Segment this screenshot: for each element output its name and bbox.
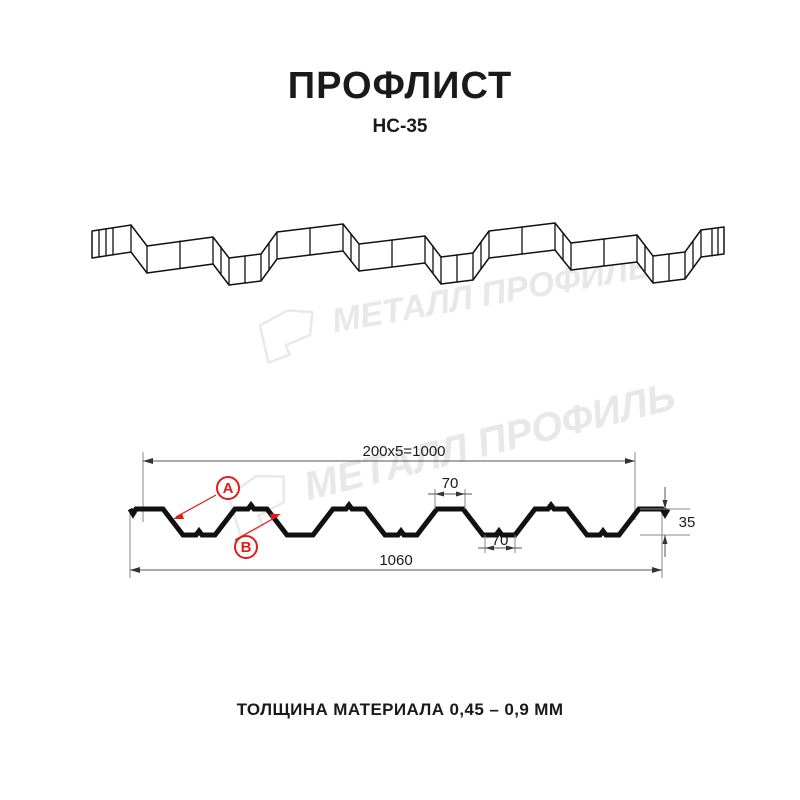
dimension-valley-width-label: 70 xyxy=(492,532,509,549)
dimension-overall-span: 200x5=1000 xyxy=(143,443,635,464)
callout-a-arrow xyxy=(173,513,184,519)
callout-a-leader xyxy=(175,494,217,518)
model-subtitle: НС-35 xyxy=(372,116,428,137)
metall-profil-logo-icon xyxy=(258,309,314,364)
dimension-overall-span-label: 200x5=1000 xyxy=(363,443,446,460)
dimension-crest-width: 70 xyxy=(428,475,472,509)
profile-section-path xyxy=(127,500,671,538)
fold-lines xyxy=(98,222,719,286)
callout-a-circle xyxy=(216,476,240,500)
dimension-total-width: 1060 xyxy=(130,552,662,573)
dimension-height: 35 xyxy=(640,487,695,557)
page-title: ПРОФЛИСТ xyxy=(287,65,513,107)
callout-a[interactable]: A xyxy=(173,476,240,519)
cross-section-view: 200x5=1000 70 70 35 xyxy=(127,443,695,578)
footer-block: ТОЛЩИНА МАТЕРИАЛА 0,45 – 0,9 ММ xyxy=(0,700,800,720)
isometric-profile-view xyxy=(91,222,725,286)
watermark-label-2: МЕТАЛЛ ПРОФИЛЬ xyxy=(300,374,680,509)
callout-b-label: B xyxy=(241,539,252,556)
dimension-total-width-label: 1060 xyxy=(379,552,412,569)
dimension-crest-width-label: 70 xyxy=(442,475,459,492)
callout-b-arrow xyxy=(270,514,281,520)
corrugation-outline xyxy=(91,222,725,286)
title-block: ПРОФЛИСТ НС-35 xyxy=(0,64,800,140)
callout-a-label: A xyxy=(223,480,234,497)
callout-b-circle xyxy=(234,535,258,559)
material-thickness-note: ТОЛЩИНА МАТЕРИАЛА 0,45 – 0,9 ММ xyxy=(236,700,564,719)
dimension-valley-width: 70 xyxy=(478,532,522,553)
watermark-section: МЕТАЛЛ ПРОФИЛЬ xyxy=(227,374,680,538)
extension-lines-total xyxy=(129,510,663,578)
callout-b[interactable]: B xyxy=(234,514,281,559)
dimension-height-label: 35 xyxy=(679,514,696,531)
